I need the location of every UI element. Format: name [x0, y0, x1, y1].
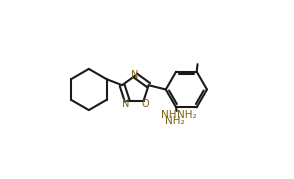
- Text: O: O: [142, 99, 150, 109]
- Text: NH₂: NH₂: [166, 116, 185, 126]
- Text: NH₂: NH₂: [177, 110, 196, 120]
- Text: NH: NH: [161, 110, 177, 120]
- Text: N: N: [131, 70, 138, 80]
- Text: N: N: [122, 99, 129, 109]
